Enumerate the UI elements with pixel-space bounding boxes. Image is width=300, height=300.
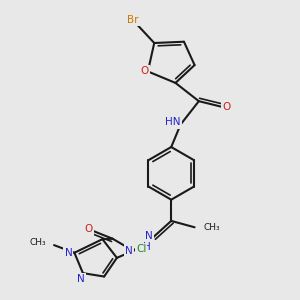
- Text: Cl: Cl: [136, 244, 146, 254]
- Text: CH₃: CH₃: [30, 238, 46, 247]
- Text: O: O: [84, 224, 93, 234]
- Text: Br: Br: [127, 15, 139, 25]
- Text: O: O: [140, 66, 148, 76]
- Text: H: H: [143, 242, 151, 252]
- Text: N: N: [77, 274, 85, 284]
- Text: HN: HN: [165, 117, 181, 128]
- Text: N: N: [125, 246, 133, 256]
- Text: N: N: [145, 231, 153, 241]
- Text: CH₃: CH₃: [204, 223, 220, 232]
- Text: N: N: [64, 248, 72, 258]
- Text: O: O: [222, 102, 231, 112]
